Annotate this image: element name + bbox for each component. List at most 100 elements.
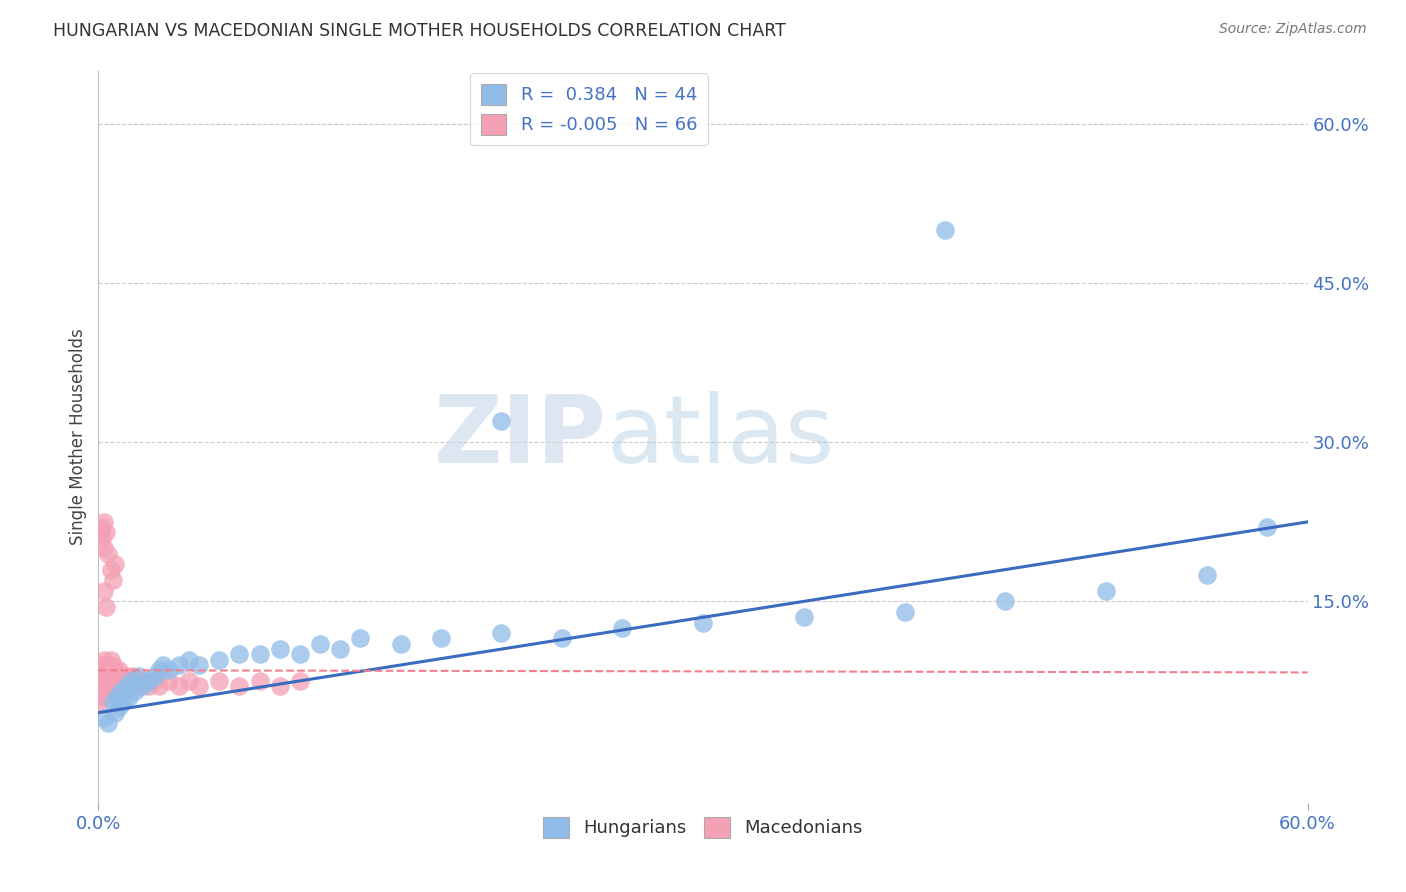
- Point: [1256, 520, 1278, 534]
- Point: [128, 679, 150, 693]
- Point: [934, 223, 956, 237]
- Point: [96, 663, 118, 677]
- Point: [228, 648, 250, 662]
- Point: [167, 679, 190, 693]
- Point: [269, 679, 291, 693]
- Point: [157, 673, 180, 688]
- Point: [309, 637, 332, 651]
- Text: Source: ZipAtlas.com: Source: ZipAtlas.com: [1219, 22, 1367, 37]
- Point: [118, 673, 141, 688]
- Point: [152, 658, 174, 673]
- Point: [107, 673, 129, 688]
- Point: [101, 658, 124, 673]
- Point: [100, 563, 122, 577]
- Point: [93, 583, 115, 598]
- Point: [105, 668, 128, 682]
- Point: [101, 673, 124, 688]
- Point: [96, 673, 118, 688]
- Point: [91, 690, 114, 704]
- Point: [167, 658, 190, 673]
- Point: [93, 541, 115, 556]
- Point: [91, 531, 114, 545]
- Point: [124, 673, 146, 688]
- Point: [91, 668, 114, 682]
- Point: [1195, 567, 1218, 582]
- Point: [132, 673, 155, 688]
- Point: [793, 610, 815, 624]
- Point: [430, 632, 453, 646]
- Point: [138, 673, 160, 688]
- Point: [91, 658, 114, 673]
- Point: [89, 684, 111, 698]
- Point: [148, 679, 170, 693]
- Point: [100, 653, 122, 667]
- Point: [97, 673, 120, 688]
- Point: [110, 668, 132, 682]
- Point: [491, 414, 513, 428]
- Point: [120, 679, 142, 693]
- Legend: Hungarians, Macedonians: Hungarians, Macedonians: [536, 810, 870, 845]
- Point: [97, 663, 120, 677]
- Point: [491, 626, 513, 640]
- Text: ZIP: ZIP: [433, 391, 606, 483]
- Point: [105, 679, 128, 693]
- Point: [107, 700, 129, 714]
- Point: [105, 690, 128, 704]
- Point: [188, 658, 211, 673]
- Point: [93, 711, 115, 725]
- Point: [893, 605, 915, 619]
- Point: [143, 673, 166, 688]
- Point: [1095, 583, 1118, 598]
- Point: [89, 525, 111, 540]
- Point: [329, 642, 352, 657]
- Point: [288, 648, 311, 662]
- Point: [111, 695, 134, 709]
- Point: [124, 684, 146, 698]
- Point: [103, 684, 125, 698]
- Point: [228, 679, 250, 693]
- Point: [389, 637, 412, 651]
- Point: [157, 663, 180, 677]
- Point: [612, 621, 634, 635]
- Point: [143, 668, 166, 682]
- Text: HUNGARIAN VS MACEDONIAN SINGLE MOTHER HOUSEHOLDS CORRELATION CHART: HUNGARIAN VS MACEDONIAN SINGLE MOTHER HO…: [53, 22, 786, 40]
- Point: [118, 690, 141, 704]
- Point: [97, 547, 120, 561]
- Text: atlas: atlas: [606, 391, 835, 483]
- Point: [103, 673, 125, 688]
- Point: [115, 668, 138, 682]
- Point: [179, 673, 201, 688]
- Point: [128, 668, 150, 682]
- Point: [89, 695, 111, 709]
- Point: [101, 684, 124, 698]
- Point: [114, 679, 136, 693]
- Point: [994, 594, 1017, 608]
- Point: [91, 520, 114, 534]
- Point: [93, 679, 115, 693]
- Point: [87, 690, 110, 704]
- Point: [93, 653, 115, 667]
- Point: [179, 653, 201, 667]
- Point: [91, 673, 114, 688]
- Point: [269, 642, 291, 657]
- Point: [100, 668, 122, 682]
- Point: [551, 632, 574, 646]
- Point: [288, 673, 311, 688]
- Point: [93, 515, 115, 529]
- Point: [121, 668, 143, 682]
- Y-axis label: Single Mother Households: Single Mother Households: [69, 329, 87, 545]
- Point: [692, 615, 714, 630]
- Point: [110, 684, 132, 698]
- Point: [103, 706, 125, 720]
- Point: [138, 679, 160, 693]
- Point: [93, 684, 115, 698]
- Point: [89, 679, 111, 693]
- Point: [107, 663, 129, 677]
- Point: [111, 673, 134, 688]
- Point: [101, 573, 124, 587]
- Point: [115, 679, 138, 693]
- Point: [96, 599, 118, 614]
- Point: [249, 648, 271, 662]
- Point: [132, 679, 155, 693]
- Point: [97, 658, 120, 673]
